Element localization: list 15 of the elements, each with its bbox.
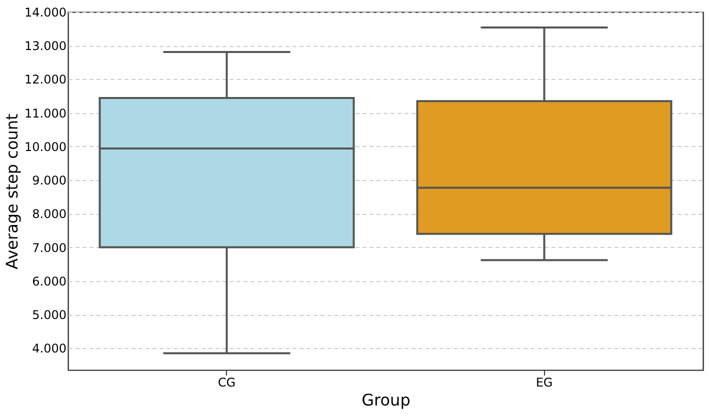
x-tick-label: EG bbox=[536, 376, 553, 390]
y-tick-label: 8.000 bbox=[32, 207, 66, 222]
x-tick-label: CG bbox=[218, 376, 236, 390]
y-tick-label: 10.000 bbox=[24, 140, 66, 154]
y-tick-label: 11.000 bbox=[24, 106, 66, 120]
y-tick-label: 6.000 bbox=[32, 274, 66, 288]
y-tick-label: 12.000 bbox=[24, 72, 66, 87]
y-tick-label: 4.000 bbox=[32, 342, 66, 356]
x-axis-title: Group bbox=[362, 390, 410, 410]
y-tick-label: 5.000 bbox=[32, 308, 66, 322]
y-tick-label: 9.000 bbox=[32, 174, 66, 188]
y-axis-title: Average step count bbox=[2, 114, 22, 270]
y-tick-label: 7.000 bbox=[32, 240, 66, 255]
y-tick-label: 13.000 bbox=[24, 39, 66, 54]
y-tick-label: 14.000 bbox=[24, 6, 66, 20]
